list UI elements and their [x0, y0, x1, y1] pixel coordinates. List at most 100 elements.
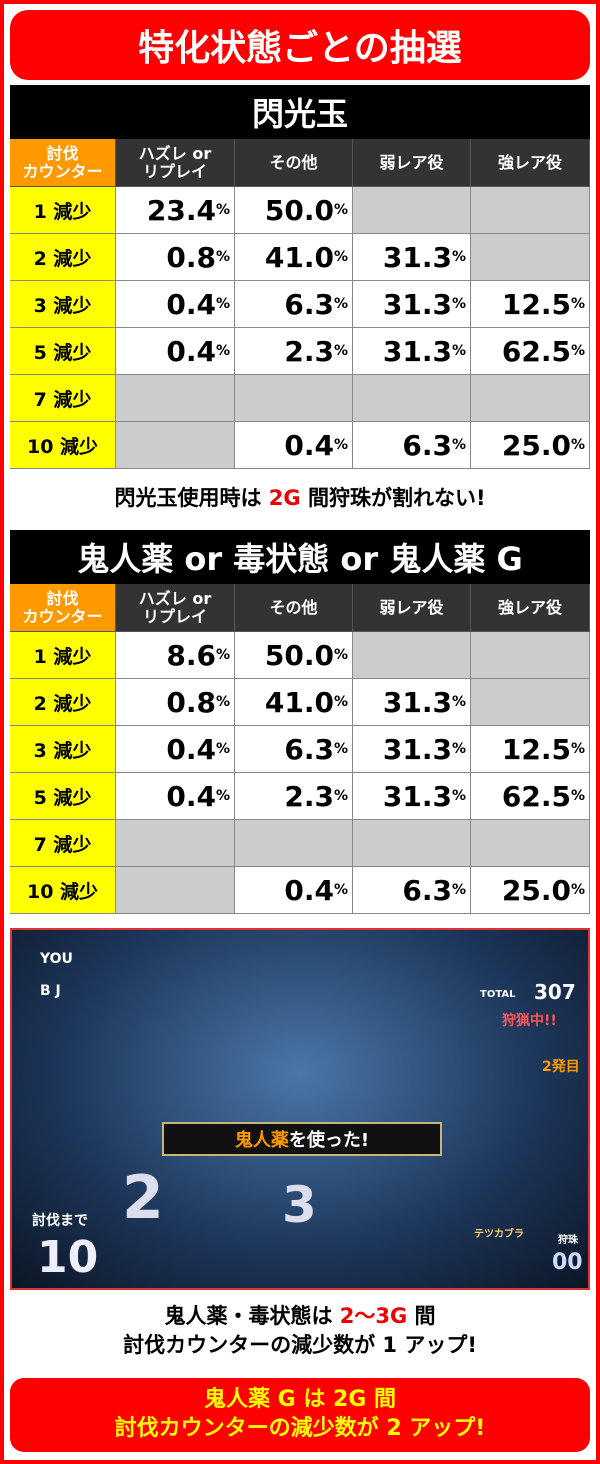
row-label: 1 減少	[10, 632, 116, 679]
row-label: 1 減少	[10, 187, 116, 234]
hunt-value: 00	[552, 1250, 583, 1275]
percent-sign: %	[451, 741, 466, 757]
table-row: 5 減少 0.4% 2.3% 31.3% 62.5%	[10, 773, 590, 820]
value: 31.3	[382, 779, 452, 813]
table-row: 10 減少 0.4% 6.3% 25.0%	[10, 422, 590, 469]
value: 31.3	[382, 685, 452, 719]
value: 62.5	[501, 779, 571, 813]
column-header: 討伐 カウンター	[10, 139, 116, 187]
row-label: 5 減少	[10, 328, 116, 375]
probability-cell	[353, 187, 471, 234]
probability-cell: 25.0%	[471, 422, 590, 469]
value: 8.6	[166, 638, 216, 672]
total-value: 307	[534, 980, 576, 1004]
table-senkoudama: 閃光玉 討伐 カウンター ハズレ or リプレイ その他 弱レア役 強レア役 1 減少 23.…	[10, 85, 590, 469]
counter-value: 10	[37, 1232, 99, 1283]
note-highlight: 2G	[268, 486, 301, 510]
probability-cell: 6.3%	[353, 867, 471, 914]
page-title: 特化状態ごとの抽選	[10, 10, 590, 80]
note-kijinyaku-g: 鬼人薬 G は 2G 間 討伐カウンターの減少数が 2 アップ!	[10, 1378, 590, 1452]
column-header: 弱レア役	[353, 584, 471, 632]
percent-sign: %	[215, 202, 230, 218]
note-text: 間	[407, 1304, 436, 1328]
value: 41.0	[264, 240, 334, 274]
probability-cell: 0.4%	[116, 281, 235, 328]
percent-sign: %	[570, 788, 585, 804]
row-label: 2 減少	[10, 234, 116, 281]
percent-sign: %	[570, 882, 585, 898]
row-label: 5 減少	[10, 773, 116, 820]
probability-cell	[471, 820, 590, 867]
probability-cell: 6.3%	[235, 726, 353, 773]
probability-cell	[116, 375, 235, 422]
percent-sign: %	[333, 202, 348, 218]
probability-cell	[353, 632, 471, 679]
item-used-banner: 鬼人薬 を使った!	[162, 1122, 442, 1156]
column-header: ハズレ or リプレイ	[116, 584, 235, 632]
note-text: 討伐カウンターの減少数が 2 アップ!	[114, 1416, 486, 1441]
game-screenshot: YOU B J TOTAL 307 狩猟中!! 2発目 鬼人薬 を使った! 2 3…	[10, 928, 590, 1290]
note-text: 鬼人薬 G は 2G 間	[203, 1387, 397, 1413]
table-row: 2 減少 0.8% 41.0% 31.3%	[10, 679, 590, 726]
value: 0.8	[166, 685, 216, 719]
percent-sign: %	[451, 343, 466, 359]
note-text: 討伐カウンターの減少数が 1 アップ!	[123, 1333, 477, 1358]
probability-cell	[471, 632, 590, 679]
column-header: その他	[235, 139, 353, 187]
percent-sign: %	[215, 788, 230, 804]
percent-sign: %	[215, 694, 230, 710]
probability-cell: 31.3%	[353, 726, 471, 773]
value: 0.4	[284, 428, 334, 462]
probability-cell: 12.5%	[471, 281, 590, 328]
probability-cell: 62.5%	[471, 773, 590, 820]
percent-sign: %	[570, 343, 585, 359]
percent-sign: %	[451, 249, 466, 265]
player-you: YOU	[40, 951, 73, 967]
table-row: 1 減少 8.6% 50.0%	[10, 632, 590, 679]
note-text: 間狩珠が割れない!	[300, 486, 486, 510]
probability-cell	[116, 422, 235, 469]
probability-cell	[471, 234, 590, 281]
probability-cell: 50.0%	[235, 632, 353, 679]
probability-cell: 50.0%	[235, 187, 353, 234]
round-indicator: 2発目	[542, 1059, 580, 1075]
percent-sign: %	[451, 882, 466, 898]
value: 2.3	[284, 334, 334, 368]
value: 12.5	[501, 732, 571, 766]
count-number: 3	[282, 1176, 317, 1234]
banner-item: 鬼人薬	[234, 1130, 289, 1151]
percent-sign: %	[333, 296, 348, 312]
note-senkoudama: 閃光玉使用時は 2G 間狩珠が割れない!	[0, 482, 600, 512]
player-bj: B J	[40, 983, 61, 999]
value: 41.0	[264, 685, 334, 719]
probability-cell	[235, 375, 353, 422]
row-label: 7 減少	[10, 820, 116, 867]
value: 0.4	[166, 287, 216, 321]
table-row: 7 減少	[10, 375, 590, 422]
probability-cell: 8.6%	[116, 632, 235, 679]
column-header: 強レア役	[471, 139, 590, 187]
percent-sign: %	[333, 788, 348, 804]
percent-sign: %	[333, 647, 348, 663]
value: 12.5	[501, 287, 571, 321]
header-row: 討伐 カウンター ハズレ or リプレイ その他 弱レア役 強レア役	[10, 139, 590, 187]
probability-cell: 25.0%	[471, 867, 590, 914]
value: 6.3	[284, 732, 334, 766]
row-label: 3 減少	[10, 726, 116, 773]
total-label: TOTAL	[480, 989, 516, 1000]
value: 31.3	[382, 732, 452, 766]
probability-cell: 41.0%	[235, 234, 353, 281]
percent-sign: %	[215, 343, 230, 359]
percent-sign: %	[451, 437, 466, 453]
probability-cell: 23.4%	[116, 187, 235, 234]
probability-cell: 31.3%	[353, 328, 471, 375]
value: 23.4	[146, 193, 216, 227]
probability-cell: 0.8%	[116, 234, 235, 281]
value: 50.0	[264, 193, 334, 227]
value: 0.4	[166, 334, 216, 368]
column-header: ハズレ or リプレイ	[116, 139, 235, 187]
table-row: 1 減少 23.4% 50.0%	[10, 187, 590, 234]
row-label: 3 減少	[10, 281, 116, 328]
hunt-status: 狩猟中!!	[502, 1013, 557, 1029]
